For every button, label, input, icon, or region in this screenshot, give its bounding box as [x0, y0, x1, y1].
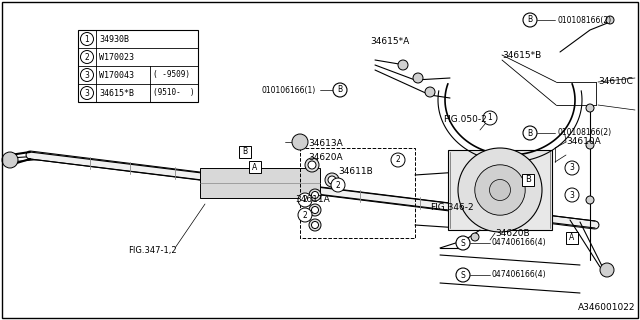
Circle shape — [308, 161, 316, 169]
Text: A346001022: A346001022 — [577, 303, 635, 312]
Text: W170043: W170043 — [99, 70, 134, 79]
Circle shape — [586, 196, 594, 204]
Circle shape — [565, 161, 579, 175]
Circle shape — [81, 86, 93, 100]
Text: 047406166(4): 047406166(4) — [492, 238, 547, 247]
Circle shape — [475, 165, 525, 215]
Text: 3: 3 — [84, 89, 90, 98]
Text: A: A — [252, 163, 258, 172]
Circle shape — [292, 134, 308, 150]
Text: B: B — [527, 129, 532, 138]
Circle shape — [490, 180, 511, 201]
Text: 3: 3 — [84, 70, 90, 79]
Circle shape — [523, 126, 537, 140]
Text: 34610A: 34610A — [566, 138, 601, 147]
Text: 010108166(2): 010108166(2) — [557, 129, 611, 138]
Circle shape — [600, 263, 614, 277]
Circle shape — [586, 104, 594, 112]
Text: A: A — [570, 234, 575, 243]
Circle shape — [81, 68, 93, 82]
Text: 34613A: 34613A — [308, 139, 343, 148]
Text: 34615*B: 34615*B — [502, 51, 541, 60]
Text: FIG.346-2: FIG.346-2 — [430, 204, 474, 212]
FancyBboxPatch shape — [239, 146, 251, 158]
Circle shape — [413, 73, 423, 83]
Circle shape — [483, 111, 497, 125]
Text: 34620A: 34620A — [308, 154, 342, 163]
Circle shape — [312, 206, 319, 213]
Circle shape — [2, 152, 18, 168]
Circle shape — [309, 219, 321, 231]
Text: 2: 2 — [84, 52, 90, 61]
Text: 010106166(1): 010106166(1) — [262, 85, 316, 94]
Text: 34610C: 34610C — [598, 77, 633, 86]
Circle shape — [331, 178, 345, 192]
FancyBboxPatch shape — [566, 232, 578, 244]
Circle shape — [333, 83, 347, 97]
Text: FIG.347-1,2: FIG.347-1,2 — [128, 245, 177, 254]
Circle shape — [325, 173, 339, 187]
FancyBboxPatch shape — [200, 168, 320, 198]
Circle shape — [606, 16, 614, 24]
Circle shape — [312, 191, 319, 198]
Circle shape — [523, 13, 537, 27]
Text: S: S — [461, 238, 465, 247]
Text: (9510-  ): (9510- ) — [153, 89, 195, 98]
Circle shape — [309, 204, 321, 216]
Circle shape — [305, 158, 319, 172]
Text: 34620B: 34620B — [495, 228, 530, 237]
FancyBboxPatch shape — [78, 30, 198, 102]
Circle shape — [298, 208, 312, 222]
Circle shape — [565, 188, 579, 202]
Circle shape — [391, 153, 405, 167]
Text: FIG.050-2: FIG.050-2 — [443, 116, 487, 124]
Text: B: B — [527, 15, 532, 25]
Text: 2: 2 — [396, 156, 401, 164]
Circle shape — [312, 221, 319, 228]
Text: B: B — [337, 85, 342, 94]
Circle shape — [458, 148, 542, 232]
Text: B: B — [525, 175, 531, 185]
Circle shape — [81, 33, 93, 45]
Circle shape — [309, 189, 321, 201]
Circle shape — [328, 176, 336, 184]
Circle shape — [456, 236, 470, 250]
Text: W170023: W170023 — [99, 52, 134, 61]
Circle shape — [425, 87, 435, 97]
FancyBboxPatch shape — [522, 174, 534, 186]
Text: 34611B: 34611B — [338, 167, 372, 177]
Text: 34930B: 34930B — [99, 35, 129, 44]
Circle shape — [471, 233, 479, 241]
Text: 1: 1 — [84, 35, 90, 44]
Circle shape — [398, 60, 408, 70]
Text: 34611A: 34611A — [295, 196, 330, 204]
FancyBboxPatch shape — [249, 161, 261, 173]
Text: 2: 2 — [303, 196, 307, 204]
Text: 010108166(2): 010108166(2) — [557, 15, 611, 25]
Circle shape — [298, 193, 312, 207]
Text: S: S — [461, 270, 465, 279]
Text: 2: 2 — [335, 180, 340, 189]
Text: 34615*A: 34615*A — [370, 37, 409, 46]
Text: B: B — [243, 148, 248, 156]
FancyBboxPatch shape — [448, 150, 552, 230]
Text: 34615*B: 34615*B — [99, 89, 134, 98]
Text: 3: 3 — [570, 164, 575, 172]
Text: 2: 2 — [303, 211, 307, 220]
Circle shape — [456, 268, 470, 282]
Text: ( -9509): ( -9509) — [153, 70, 190, 79]
Circle shape — [586, 141, 594, 149]
Circle shape — [81, 51, 93, 63]
Circle shape — [3, 155, 13, 165]
Text: 3: 3 — [570, 190, 575, 199]
Text: 047406166(4): 047406166(4) — [492, 270, 547, 279]
Text: 1: 1 — [488, 114, 492, 123]
